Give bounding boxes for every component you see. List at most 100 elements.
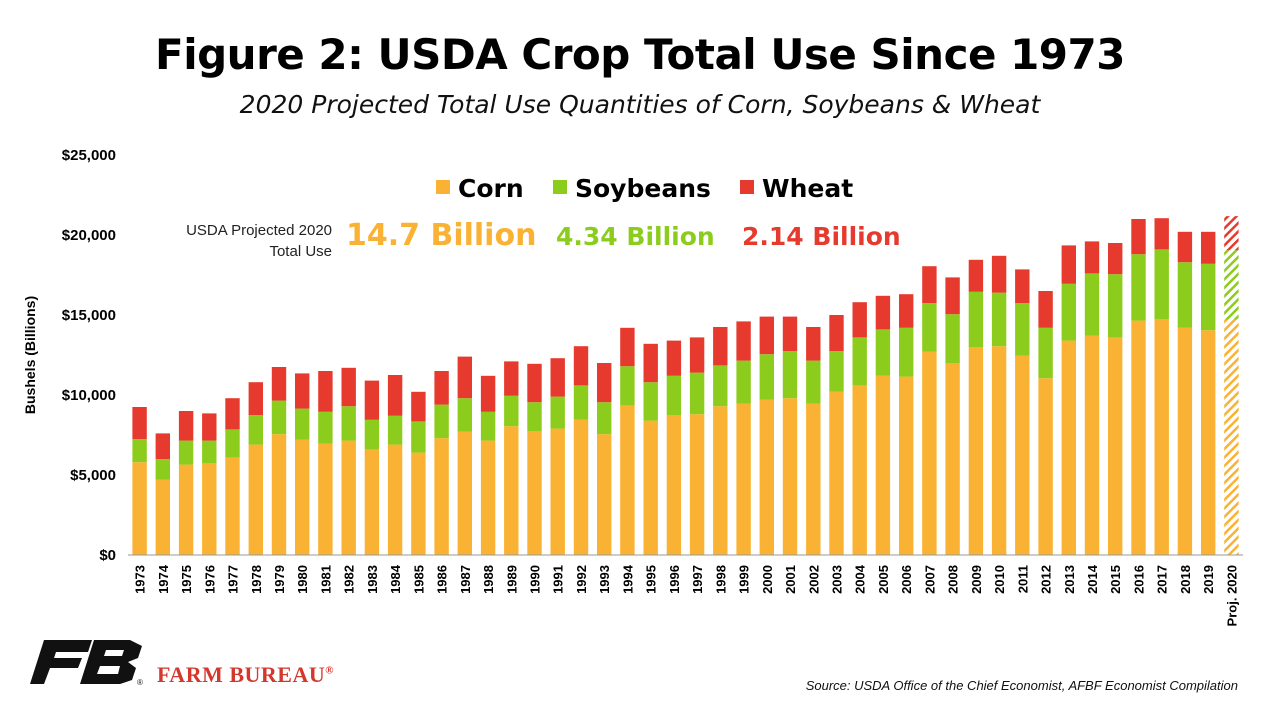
bar-corn-1973 <box>132 462 147 555</box>
bar-soybeans-1993 <box>597 402 612 435</box>
bar-soybeans-1980 <box>295 408 310 440</box>
bar-corn-1991 <box>550 428 565 555</box>
bar-soybeans-2014 <box>1084 273 1100 336</box>
bar-wheat-1987 <box>457 356 472 399</box>
bar-wheat-2017 <box>1154 218 1169 250</box>
bar-soybeans-1989 <box>504 395 519 427</box>
bar-corn-1990 <box>527 431 542 555</box>
bar-wheat-2012 <box>1038 291 1053 328</box>
x-tick-label: 1983 <box>365 565 380 594</box>
legend-label: Corn <box>458 174 524 203</box>
bar-wheat-1978 <box>248 382 263 415</box>
bar-corn-2007 <box>922 351 937 555</box>
x-tick-label: 1999 <box>737 565 752 594</box>
x-tick-label: 2006 <box>899 565 914 594</box>
x-tick-label: 2019 <box>1201 565 1216 594</box>
projected-wheat-value: 2.14 Billion <box>742 222 901 251</box>
bar-corn-proj2020 <box>1224 319 1239 555</box>
bar-corn-1981 <box>318 443 333 555</box>
bar-corn-1988 <box>480 440 496 555</box>
bar-soybeans-proj2020 <box>1224 250 1239 320</box>
bar-soybeans-1998 <box>713 365 728 407</box>
bar-wheat-2006 <box>899 294 914 328</box>
x-tick-label: 2015 <box>1108 565 1123 594</box>
x-tick-label: 1998 <box>713 565 728 594</box>
bar-wheat-1979 <box>271 367 287 401</box>
bar-wheat-1977 <box>225 398 240 430</box>
bar-soybeans-2013 <box>1061 283 1076 341</box>
x-tick-label: 1993 <box>597 565 612 594</box>
chart-subtitle: 2020 Projected Total Use Quantities of C… <box>239 90 1041 119</box>
bar-wheat-1988 <box>480 375 496 412</box>
bar-soybeans-2002 <box>806 360 821 404</box>
bars-group <box>132 216 1239 555</box>
bar-wheat-2019 <box>1201 231 1216 264</box>
brand-name: FARM BUREAU® <box>157 662 334 688</box>
bar-wheat-1973 <box>132 407 147 439</box>
bar-wheat-1981 <box>318 371 333 412</box>
x-tick-label: 1979 <box>272 565 287 594</box>
y-tick-label: $5,000 <box>70 467 116 484</box>
bar-corn-2009 <box>968 347 984 555</box>
bar-soybeans-2001 <box>782 351 798 399</box>
x-tick-label: 2002 <box>806 565 821 594</box>
bar-wheat-2016 <box>1131 219 1146 255</box>
projection-label-line2: Total Use <box>269 243 332 260</box>
bar-corn-2001 <box>782 398 798 555</box>
bar-soybeans-1973 <box>132 439 147 463</box>
bar-corn-1975 <box>178 464 194 555</box>
bar-corn-2011 <box>1015 355 1030 555</box>
bar-corn-2002 <box>806 403 821 555</box>
bar-corn-1995 <box>643 420 658 555</box>
bar-wheat-2009 <box>968 259 984 292</box>
bar-soybeans-2004 <box>852 337 867 386</box>
bar-soybeans-1990 <box>527 402 542 431</box>
bar-soybeans-1992 <box>573 385 589 420</box>
bar-wheat-2014 <box>1084 241 1100 274</box>
x-tick-label: 2009 <box>969 565 984 594</box>
bar-wheat-2015 <box>1108 243 1123 275</box>
bar-wheat-1999 <box>736 321 751 361</box>
x-tick-label: 2001 <box>783 565 798 594</box>
bar-corn-2010 <box>991 346 1007 555</box>
x-tick-label: 1974 <box>156 564 171 594</box>
bar-soybeans-1994 <box>620 366 635 406</box>
brand-text: FARM BUREAU <box>157 662 326 687</box>
bar-wheat-1982 <box>341 367 356 407</box>
x-tick-label: 1990 <box>528 565 543 594</box>
bar-soybeans-2007 <box>922 303 937 352</box>
x-tick-label: 2018 <box>1178 565 1193 594</box>
bar-corn-1992 <box>573 419 589 555</box>
y-tick-label: $10,000 <box>62 387 116 404</box>
x-axis: 1973 1974 1975 1976 1977 1978 1979 1980 1981 1982… <box>133 564 1240 626</box>
bar-soybeans-1985 <box>411 421 426 453</box>
bar-wheat-1989 <box>504 361 519 396</box>
x-tick-label: 1984 <box>388 564 403 594</box>
bar-soybeans-2012 <box>1038 327 1053 379</box>
bar-corn-2012 <box>1038 378 1053 555</box>
bar-wheat-1985 <box>411 391 426 422</box>
bar-wheat-1996 <box>666 340 682 376</box>
bar-corn-1979 <box>271 434 287 555</box>
x-tick-label: 2012 <box>1039 565 1054 594</box>
bar-soybeans-1988 <box>480 411 496 441</box>
y-axis: $0 $5,000 $10,000 $15,000 $20,000 $25,000 <box>62 147 1243 564</box>
x-tick-label: 1997 <box>690 565 705 594</box>
bar-wheat-1976 <box>202 413 217 441</box>
x-tick-label: 2014 <box>1085 564 1100 594</box>
source-note: Source: USDA Office of the Chief Economi… <box>805 678 1238 693</box>
y-tick-label: $25,000 <box>62 147 116 164</box>
bar-wheat-1991 <box>550 358 565 397</box>
bar-wheat-2018 <box>1177 231 1193 263</box>
legend-swatch-1 <box>553 180 567 194</box>
bar-soybeans-2015 <box>1108 274 1123 338</box>
y-axis-label: Bushels (Billions) <box>22 296 38 414</box>
legend-swatch-2 <box>740 180 754 194</box>
bar-wheat-2008 <box>945 277 960 315</box>
x-tick-label: 1992 <box>574 565 589 594</box>
bar-corn-1985 <box>411 452 426 555</box>
bar-wheat-2002 <box>806 327 821 361</box>
x-tick-label: 1991 <box>551 565 566 594</box>
bar-corn-2014 <box>1084 335 1100 555</box>
